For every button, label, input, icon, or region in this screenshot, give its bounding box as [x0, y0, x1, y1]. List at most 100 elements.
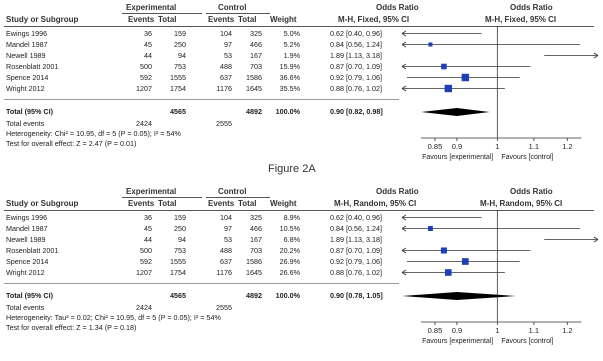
odds-ratio-header: Odds Ratio [376, 3, 419, 12]
exp-total-header: Total [158, 15, 177, 24]
ctrl-total: 325 [250, 29, 262, 38]
exp-total: 753 [174, 62, 186, 71]
total-label-b: Total (95% CI) [6, 291, 53, 300]
method-plot-header-b: M-H, Random, 95% CI [480, 199, 563, 208]
study-weight: 26.6% [279, 268, 300, 277]
weight-header: Weight [270, 15, 297, 24]
total-weight: 100.0% [275, 107, 300, 116]
x-tick-label: 1.1 [529, 326, 539, 335]
ci-arrow-right [593, 52, 599, 59]
heterogeneity-text-b: Heterogeneity: Tau² = 0.02; Chi² = 10.95… [6, 313, 221, 322]
ctrl-events: 1176 [216, 268, 232, 277]
control-group-header-b: Control [218, 187, 247, 196]
total-label: Total (95% CI) [6, 107, 53, 116]
total-events-exp-b: 2424 [136, 303, 152, 312]
ci-arrow-right [593, 236, 599, 243]
study-weight: 15.9% [279, 62, 300, 71]
exp-events: 45 [144, 40, 152, 49]
ctrl-total: 466 [250, 40, 262, 49]
ctrl-total: 703 [250, 62, 262, 71]
exp-events: 36 [144, 213, 152, 222]
total-exp-b: 4565 [170, 291, 186, 300]
exp-events: 500 [140, 62, 152, 71]
study-name: Newell 1989 [6, 235, 46, 244]
exp-total: 94 [178, 235, 186, 244]
ci-arrow-left [401, 269, 407, 276]
exp-total: 1555 [170, 73, 186, 82]
study-name: Ewings 1996 [6, 213, 48, 222]
total-events-exp: 2424 [136, 119, 152, 128]
ctrl-total: 1586 [246, 73, 262, 82]
ctrl-total: 703 [250, 246, 262, 255]
study-marker [427, 226, 433, 231]
study-ci: 0.84 [0.56, 1.24] [330, 224, 382, 233]
ctrl-total-header-b: Total [238, 199, 257, 208]
overall-effect-text: Test for overall effect: Z = 2.47 (P = 0… [6, 139, 137, 148]
total-events-label-b: Total events [6, 303, 45, 312]
study-ci: 0.62 [0.40, 0.96] [330, 29, 382, 38]
exp-total: 250 [174, 40, 186, 49]
study-weight: 35.5% [279, 84, 300, 93]
study-marker [441, 63, 447, 70]
exp-events: 36 [144, 29, 152, 38]
exp-total: 1754 [170, 268, 186, 277]
experimental-group-header-b: Experimental [126, 187, 177, 196]
study-marker [444, 84, 452, 93]
study-ci: 0.88 [0.76, 1.02] [330, 84, 382, 93]
study-weight: 1.9% [283, 51, 300, 60]
method-header-b: M-H, Random, 95% CI [334, 199, 417, 208]
odds-ratio-plot-header-b: Odds Ratio [510, 187, 553, 196]
study-ci: 1.89 [1.13, 3.18] [330, 235, 382, 244]
exp-events-header-b: Events [128, 199, 155, 208]
ctrl-events: 97 [224, 40, 232, 49]
study-weight: 10.5% [279, 224, 300, 233]
study-name: Mandel 1987 [6, 224, 48, 233]
exp-events-header: Events [128, 15, 155, 24]
study-column-header-b: Study or Subgroup [6, 199, 79, 208]
pooled-diamond [402, 292, 517, 300]
odds-ratio-header-b: Odds Ratio [376, 187, 419, 196]
study-marker [440, 247, 447, 254]
heterogeneity-text: Heterogeneity: Chi² = 10.95, df = 5 (P =… [6, 129, 181, 138]
exp-total: 159 [174, 213, 186, 222]
study-name: Newell 1989 [6, 51, 46, 60]
exp-total-header-b: Total [158, 199, 177, 208]
ci-arrow-left [401, 63, 407, 70]
total-events-ctrl-b: 2555 [216, 303, 232, 312]
x-tick-label: 1 [495, 326, 499, 335]
ci-arrow-left [401, 247, 407, 254]
exp-total: 1555 [170, 257, 186, 266]
method-header: M-H, Fixed, 95% CI [338, 15, 410, 24]
total-events-label: Total events [6, 119, 45, 128]
x-tick-label: 1 [495, 142, 499, 151]
study-marker [461, 73, 470, 82]
study-weight: 20.2% [279, 246, 300, 255]
exp-events: 500 [140, 246, 152, 255]
figure-caption: Figure 2A [268, 163, 316, 175]
weight-header-b: Weight [270, 199, 297, 208]
ctrl-events: 1176 [216, 84, 232, 93]
study-name: Spence 2014 [6, 257, 49, 266]
ctrl-events-header-b: Events [208, 199, 235, 208]
ci-arrow-left [401, 30, 407, 37]
ctrl-total: 1586 [246, 257, 262, 266]
study-name: Ewings 1996 [6, 29, 48, 38]
study-weight: 26.9% [279, 257, 300, 266]
exp-total: 250 [174, 224, 186, 233]
exp-events: 44 [144, 51, 152, 60]
exp-events: 592 [140, 257, 152, 266]
x-tick-label: 0.85 [428, 326, 443, 335]
study-name: Wright 2012 [6, 268, 45, 277]
ctrl-events: 104 [220, 29, 232, 38]
ci-arrow-left [401, 85, 407, 92]
study-ci: 0.92 [0.79, 1.06] [330, 257, 382, 266]
study-ci: 0.87 [0.70, 1.09] [330, 62, 382, 71]
experimental-group-header: Experimental [126, 3, 177, 12]
ctrl-total: 1645 [246, 268, 262, 277]
exp-events: 45 [144, 224, 152, 233]
total-ci: 0.90 [0.82, 0.98] [330, 107, 383, 116]
study-ci: 0.84 [0.56, 1.24] [330, 40, 382, 49]
favours-left-label: Favours [experimental] [422, 338, 493, 345]
